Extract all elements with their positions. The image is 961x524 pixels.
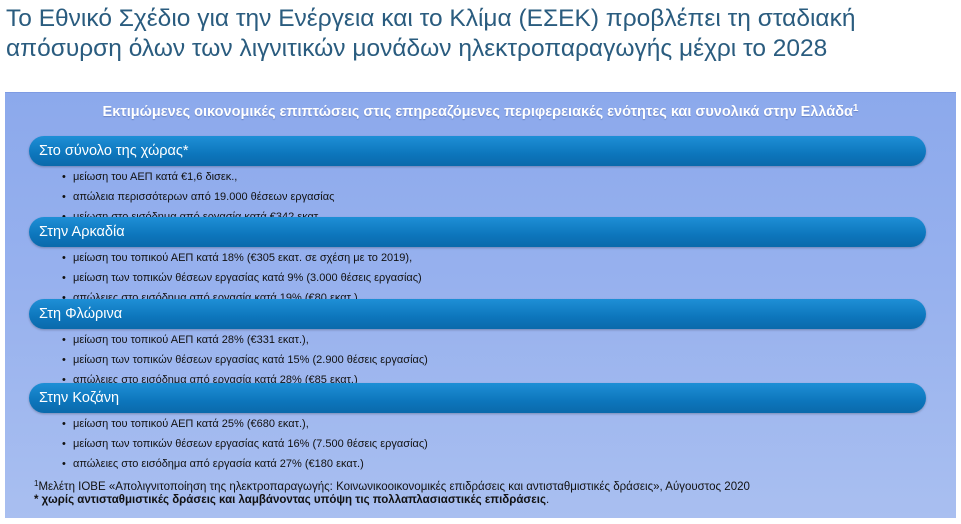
list-item: απώλεια περισσότερων από 19.000 θέσεων ε… [62, 187, 662, 207]
slide-title: Το Εθνικό Σχέδιο για την Ενέργεια και το… [6, 4, 956, 64]
section-bar-arcadia: Στην Αρκαδία [29, 217, 926, 247]
asterisk-note: * χωρίς αντισταθμιστικές δράσεις και λαμ… [34, 492, 934, 509]
title-line-2: απόσυρση όλων των λιγνιτικών μονάδων ηλε… [6, 35, 828, 62]
panel-heading-footnote-mark: 1 [852, 103, 859, 114]
footnote-mark: 1 [34, 479, 39, 488]
section-bar-florina: Στη Φλώρινα [29, 299, 926, 329]
list-item: απώλειες στο εισόδημα από εργασία κατά 2… [62, 454, 662, 474]
source-footnote: 1Μελέτη ΙΟΒΕ «Απολιγνιτοποίηση της ηλεκτ… [34, 475, 934, 496]
list-item: μείωση του ΑΕΠ κατά €1,6 δισεκ., [62, 167, 662, 187]
section-bar-country: Στο σύνολο της χώρας* [29, 136, 926, 166]
panel-heading-text: Εκτιμώμενες οικονομικές επιπτώσεις στις … [102, 104, 853, 120]
section-bar-kozani: Στην Κοζάνη [29, 383, 926, 413]
title-line-1: Το Εθνικό Σχέδιο για την Ενέργεια και το… [6, 5, 856, 32]
footnote-text: Μελέτη ΙΟΒΕ «Απολιγνιτοποίηση της ηλεκτρ… [38, 481, 750, 493]
section-list-florina: μείωση του τοπικού ΑΕΠ κατά 28% (€331 εκ… [62, 330, 662, 390]
list-item: μείωση του τοπικού ΑΕΠ κατά 18% (€305 εκ… [62, 248, 662, 268]
list-item: μείωση των τοπικών θέσεων εργασίας κατά … [62, 350, 662, 370]
list-item: μείωση του τοπικού ΑΕΠ κατά 25% (€680 εκ… [62, 414, 662, 434]
section-list-kozani: μείωση του τοπικού ΑΕΠ κατά 25% (€680 εκ… [62, 414, 662, 474]
panel-heading: Εκτιμώμενες οικονομικές επιπτώσεις στις … [5, 99, 956, 122]
impacts-panel: Εκτιμώμενες οικονομικές επιπτώσεις στις … [5, 92, 956, 518]
list-item: μείωση των τοπικών θέσεων εργασίας κατά … [62, 268, 662, 288]
asterisk-note-text: * χωρίς αντισταθμιστικές δράσεις και λαμ… [34, 494, 546, 506]
list-item: μείωση των τοπικών θέσεων εργασίας κατά … [62, 434, 662, 454]
list-item: μείωση του τοπικού ΑΕΠ κατά 28% (€331 εκ… [62, 330, 662, 350]
asterisk-note-end: . [545, 494, 550, 506]
